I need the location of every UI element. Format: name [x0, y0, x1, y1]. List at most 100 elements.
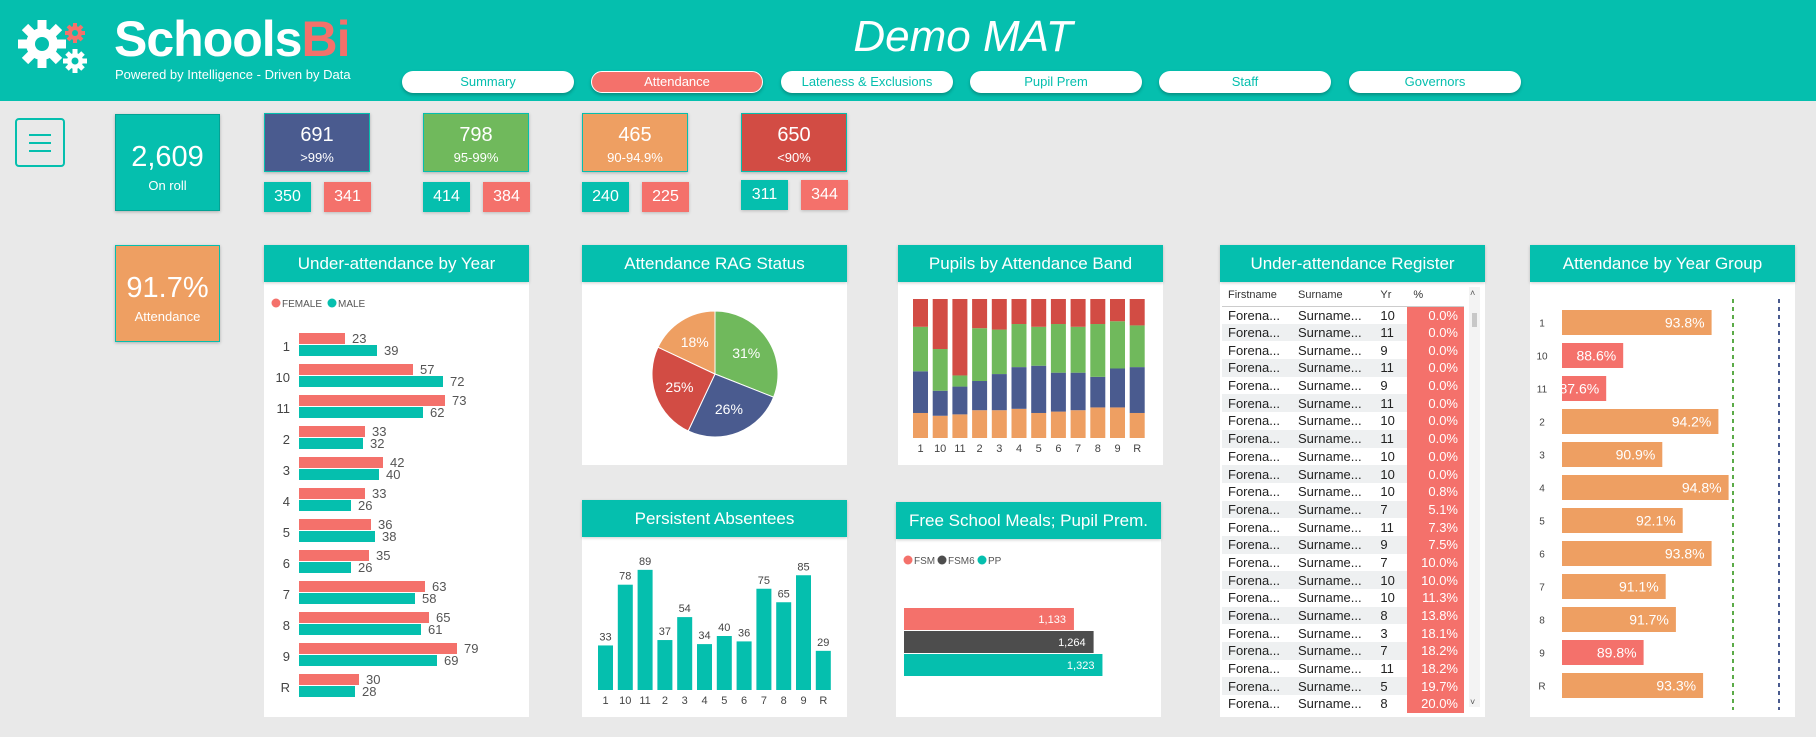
data-label: 39 [384, 343, 398, 358]
table-cell: 9 [1380, 378, 1388, 394]
attendance-value: 91.7% [126, 272, 209, 304]
table-cell: Surname... [1292, 500, 1375, 519]
table-cell: 8 [1380, 696, 1388, 712]
year-group-chart: 1 93.8% 10 88.6% 11 87.6% 2 94.2% 3 90.9% 4 94.8% 5 9… [1536, 299, 1780, 710]
bar [598, 645, 613, 690]
table-row[interactable]: Forena... Surname... 11 0.0% [1222, 359, 1464, 377]
table-row[interactable]: Forena... Surname... 8 20.0% [1222, 695, 1464, 713]
table-row[interactable]: Forena... Surname... 11 0.0% [1222, 429, 1464, 448]
table-row[interactable]: Forena... Surname... 8 13.8% [1222, 606, 1464, 625]
table-cell: 10 [1380, 448, 1395, 464]
menu-button[interactable] [15, 118, 65, 167]
stacked-bar-segment [1031, 412, 1047, 438]
bar [1562, 310, 1712, 335]
tab-staff[interactable]: Staff [1159, 71, 1331, 93]
axis-tick-label: 9 [283, 649, 290, 664]
table-cell: Surname... [1292, 429, 1375, 448]
column-header[interactable]: Surname [1292, 284, 1375, 307]
axis-tick-label: 11 [954, 443, 965, 455]
stacked-bar-segment [1050, 299, 1066, 325]
table-row[interactable]: Forena... Surname... 10 0.0% [1222, 306, 1464, 324]
data-label: 33 [372, 424, 386, 439]
table-row[interactable]: Forena... Surname... 9 7.5% [1222, 535, 1464, 554]
fsm-title: Free School Meals; Pupil Prem. [896, 502, 1161, 539]
table-cell: Forena... [1228, 378, 1281, 394]
table-row[interactable]: Forena... Surname... 11 7.3% [1222, 518, 1464, 536]
table-cell: 10 [1380, 484, 1395, 500]
band-female-count: 344 [801, 180, 848, 210]
table-row[interactable]: Forena... Surname... 10 10.0% [1222, 571, 1464, 589]
band-label: >99% [300, 150, 334, 165]
band-card-95-99: 798 95-99% [423, 113, 529, 172]
table-cell: 0.0% [1407, 429, 1464, 448]
bar [1562, 541, 1712, 566]
tab-pupil-prem[interactable]: Pupil Prem [970, 71, 1142, 93]
table-row[interactable]: Forena... Surname... 3 18.1% [1222, 624, 1464, 643]
column-header[interactable]: Yr [1374, 284, 1408, 307]
table-row[interactable]: Forena... Surname... 10 11.3% [1222, 589, 1464, 607]
table-row[interactable]: Forena... Surname... 11 0.0% [1222, 394, 1464, 413]
table-row[interactable]: Forena... Surname... 7 10.0% [1222, 553, 1464, 572]
axis-tick-label: 2 [662, 695, 668, 707]
column-header[interactable]: Firstname [1222, 284, 1293, 307]
table-cell: Surname... [1292, 359, 1375, 377]
table-cell: Forena... [1222, 500, 1293, 519]
table-row[interactable]: Forena... Surname... 11 0.0% [1222, 323, 1464, 342]
female-bar [299, 457, 383, 468]
stacked-bar-segment [932, 349, 948, 391]
table-cell: 0.0% [1407, 323, 1464, 342]
axis-tick-label: 7 [761, 695, 767, 707]
table-cell: Surname... [1298, 413, 1362, 429]
table-row[interactable]: Forena... Surname... 10 0.0% [1222, 465, 1464, 483]
tab-governors[interactable]: Governors [1349, 71, 1521, 93]
table-row[interactable]: Forena... Surname... 11 18.2% [1222, 659, 1464, 678]
table-cell: Surname... [1292, 535, 1375, 554]
table-cell: Surname... [1298, 554, 1362, 570]
legend-label: PP [988, 556, 1002, 567]
stacked-bar-segment [1090, 324, 1106, 377]
table-cell: 11 [1380, 661, 1394, 677]
axis-tick-label: 5 [1539, 517, 1545, 528]
bar [677, 617, 693, 690]
table-cell: Surname... [1298, 342, 1362, 358]
table-row[interactable]: Forena... Surname... 7 18.2% [1222, 642, 1464, 660]
tab-lateness-exclusions[interactable]: Lateness & Exclusions [781, 71, 953, 93]
register-scrollbar[interactable]: ˄ ˅ [1469, 287, 1480, 707]
data-label: 69 [444, 653, 458, 668]
stacked-bar-segment [991, 374, 1007, 411]
column-header[interactable]: % [1407, 284, 1464, 307]
pie-slice [687, 373, 775, 438]
axis-tick-label: 11 [277, 401, 291, 416]
axis-tick-label: 2 [977, 443, 983, 455]
table-row[interactable]: Forena... Surname... 7 5.1% [1222, 500, 1464, 519]
axis-tick-label: 4 [283, 494, 290, 509]
band-card-under-90: 650 <90% [741, 113, 847, 172]
table-cell: Forena... [1228, 625, 1281, 641]
table-row[interactable]: Forena... Surname... 9 0.0% [1222, 376, 1464, 395]
legend-marker [903, 555, 913, 565]
stacked-bar-segment [1031, 365, 1047, 413]
bar [1562, 508, 1683, 533]
table-cell: Forena... [1222, 571, 1293, 589]
table-cell: 11.3% [1407, 589, 1464, 607]
female-bar [299, 488, 365, 499]
table-row[interactable]: Forena... Surname... 10 0.0% [1222, 412, 1464, 430]
table-row[interactable]: Forena... Surname... 10 0.0% [1222, 447, 1464, 466]
data-label: 28 [362, 684, 376, 699]
band-value: 798 [459, 124, 493, 146]
data-label: 57 [420, 362, 434, 377]
axis-tick-label: 3 [283, 463, 290, 478]
data-label: 91.1% [1619, 579, 1659, 595]
band-female-count: 225 [642, 182, 689, 212]
table-row[interactable]: Forena... Surname... 5 19.7% [1222, 677, 1464, 696]
table-cell: 18.2% [1407, 642, 1464, 660]
table-cell: Forena... [1228, 484, 1281, 500]
tab-attendance[interactable]: Attendance [591, 71, 763, 93]
data-label: 23 [352, 331, 366, 346]
band-label: 90-94.9% [607, 150, 663, 165]
data-label: 36 [378, 517, 392, 532]
tab-summary[interactable]: Summary [402, 71, 574, 93]
data-label: 1,323 [1067, 660, 1095, 672]
table-row[interactable]: Forena... Surname... 9 0.0% [1222, 341, 1464, 360]
table-row[interactable]: Forena... Surname... 10 0.8% [1222, 482, 1464, 501]
